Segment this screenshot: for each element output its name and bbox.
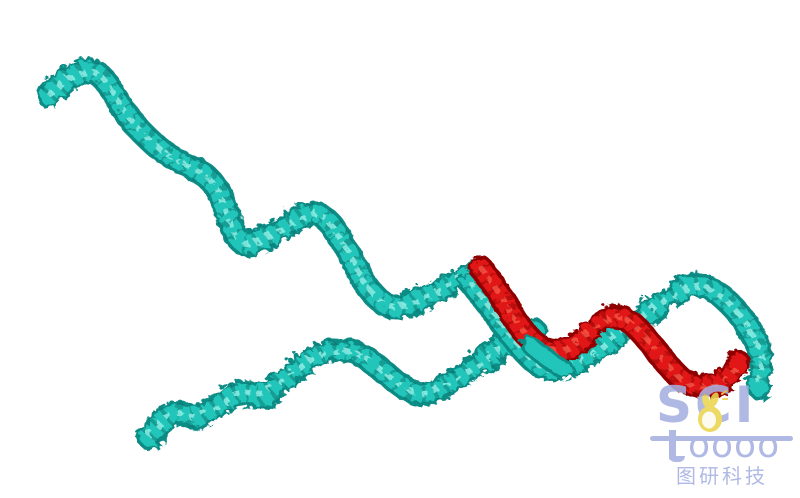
watermark-company-name: 图研科技	[676, 464, 768, 488]
watermark-logo-t-foot	[669, 456, 685, 462]
dna-strand-lower-arm	[148, 328, 532, 436]
watermark-logo-ooo-text: oooo	[688, 425, 781, 466]
dna-strand-upper-arm	[48, 68, 472, 305]
watermark-logo-t-stem	[669, 430, 676, 460]
watermark: SCI oooo 图研科技	[648, 380, 798, 496]
mascot-rabbit-icon	[698, 390, 728, 432]
watermark-logo-bar	[650, 436, 793, 441]
strand-body	[48, 68, 472, 305]
